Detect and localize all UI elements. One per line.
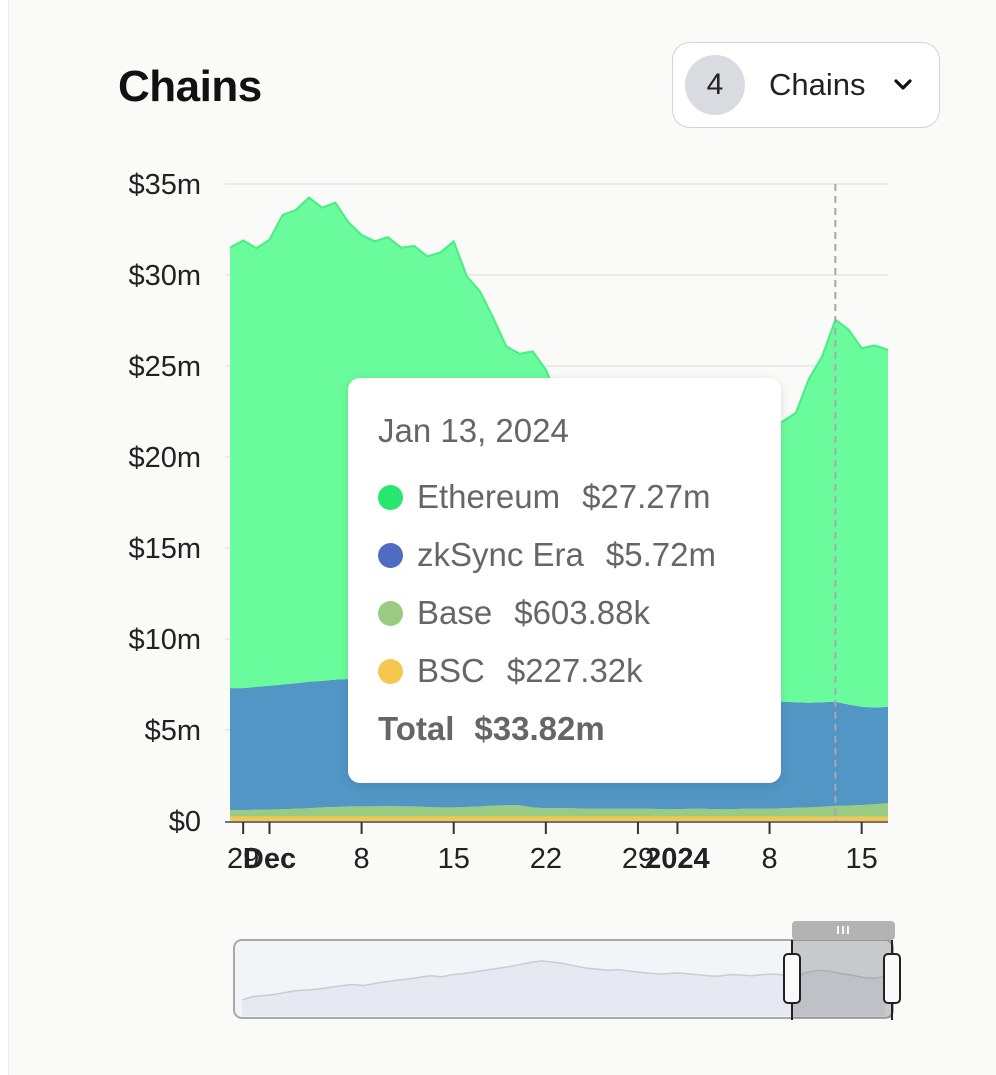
x-tick-label: 29 [227,843,259,875]
base-area [230,803,888,817]
tooltip-series-value: $27.27m [582,478,711,515]
navigator-selection [792,940,892,1018]
x-tick-label: 15 [846,843,878,875]
tooltip-series-name: Base [417,594,493,631]
x-tick-label: Dec [243,843,296,875]
bsc-area [230,816,888,821]
tooltip-series-name: BSC [417,652,485,689]
tooltip-row-zksync: zkSync Era $5.72m [378,526,781,584]
tooltip-row-base: Base $603.88k [378,584,781,642]
x-tick-label: 8 [354,843,370,875]
y-tick-label: $30m [128,260,201,292]
tooltip-series-name: zkSync Era [417,536,584,573]
tooltip-series-name: Ethereum [417,478,561,515]
y-tick-label: $35m [128,169,201,201]
page-title: Chains [118,62,262,111]
tooltip-total: Total $33.82m [378,700,781,758]
x-tick-label: 8 [761,843,777,875]
range-navigator[interactable] [233,921,901,1020]
chain-selector-label: Chains [769,67,866,102]
chart-tooltip: Jan 13, 2024 Ethereum $27.27m zkSync Era… [348,378,781,783]
y-tick-label: $0 [169,806,201,838]
tooltip-series-value: $227.32k [506,652,643,689]
tooltip-total-label: Total [378,710,455,747]
tooltip-date: Jan 13, 2024 [378,412,569,449]
tooltip-series-value: $5.72m [605,536,716,573]
x-tick-label: 15 [438,843,470,875]
y-tick-label: $20m [128,442,201,474]
navigator-area [242,960,885,1016]
tooltip-row-ethereum: Ethereum $27.27m [378,468,781,526]
chain-count-badge: 4 [685,55,745,115]
bsc-color-dot [378,658,403,684]
navigator-left-handle[interactable] [783,953,801,1004]
y-tick-label: $10m [128,624,201,656]
y-axis: $0 $5m $10m $15m $20m $25m $30m $35m [128,169,201,838]
y-tick-label: $5m [145,715,201,747]
x-tick-label: 22 [530,843,562,875]
zksync-color-dot [378,542,403,568]
navigator-line [241,960,886,1001]
chain-selector-button[interactable]: 4 Chains [672,42,940,128]
x-tick-label: 2024 [645,843,710,875]
tooltip-total-value: $33.82m [474,710,605,747]
y-tick-label: $15m [128,533,201,565]
tooltip-row-bsc: BSC $227.32k [378,642,781,700]
x-tick-label: 29 [622,843,654,875]
base-color-dot [378,600,403,626]
ethereum-color-dot [378,484,403,510]
navigator-right-handle[interactable] [883,953,901,1004]
tooltip-series-value: $603.88k [514,594,651,631]
chevron-down-icon [893,79,912,90]
y-tick-label: $25m [128,351,201,383]
